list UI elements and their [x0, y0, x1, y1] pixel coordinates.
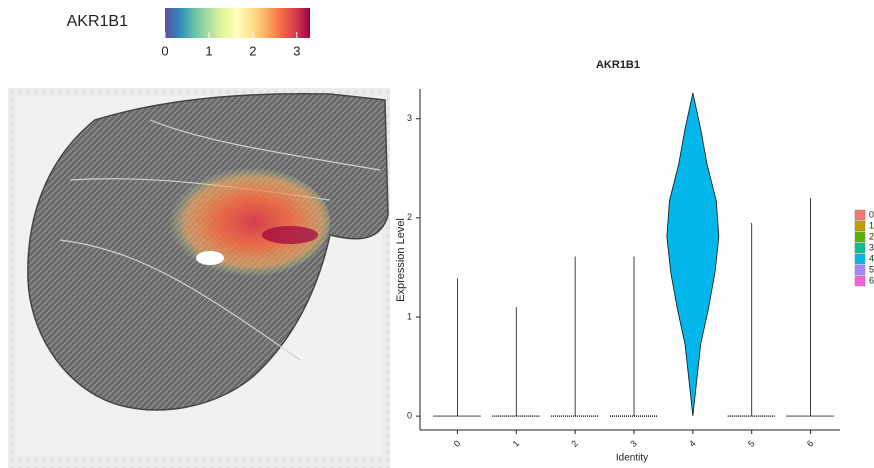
- x-tick-label: 4: [687, 438, 698, 449]
- legend-key: [854, 253, 866, 265]
- x-axis-label: Identity: [616, 453, 648, 464]
- legend-key: [854, 242, 866, 254]
- legend-key: [854, 209, 866, 221]
- legend-label: 2: [869, 231, 874, 241]
- colorbar-tick-label: 2: [249, 43, 256, 58]
- tissue-image: [8, 88, 390, 468]
- legend-label: 6: [869, 275, 874, 285]
- colorbar: [165, 8, 310, 38]
- legend-label: 3: [869, 242, 874, 252]
- x-tick-label: 1: [511, 438, 522, 449]
- y-tick-label: 2: [407, 212, 412, 222]
- legend-key: [854, 264, 866, 276]
- chart-title: AKR1B1: [596, 59, 640, 71]
- legend-label: 4: [869, 253, 874, 263]
- y-axis-label: Expression Level: [395, 218, 407, 302]
- legend-key: [854, 220, 866, 232]
- violin: [666, 92, 720, 417]
- x-tick-label: 6: [805, 438, 816, 449]
- legend-label: 0: [869, 209, 874, 219]
- colorbar-tick-label: 0: [161, 43, 168, 58]
- colorbar-tick-label: 1: [205, 43, 212, 58]
- legend-key: [854, 275, 866, 287]
- y-tick-label: 0: [407, 410, 412, 420]
- legend-label: 5: [869, 264, 874, 274]
- colorbar-title: AKR1B1: [67, 13, 128, 30]
- x-tick-label: 5: [746, 438, 757, 449]
- y-tick-label: 3: [407, 113, 412, 123]
- legend-label: 1: [869, 220, 874, 230]
- y-tick-label: 1: [407, 311, 412, 321]
- x-tick-label: 0: [452, 438, 463, 449]
- colorbar-tick-label: 3: [293, 43, 300, 58]
- x-tick-label: 3: [628, 438, 639, 449]
- legend-key: [854, 231, 866, 243]
- x-tick-label: 2: [569, 438, 580, 449]
